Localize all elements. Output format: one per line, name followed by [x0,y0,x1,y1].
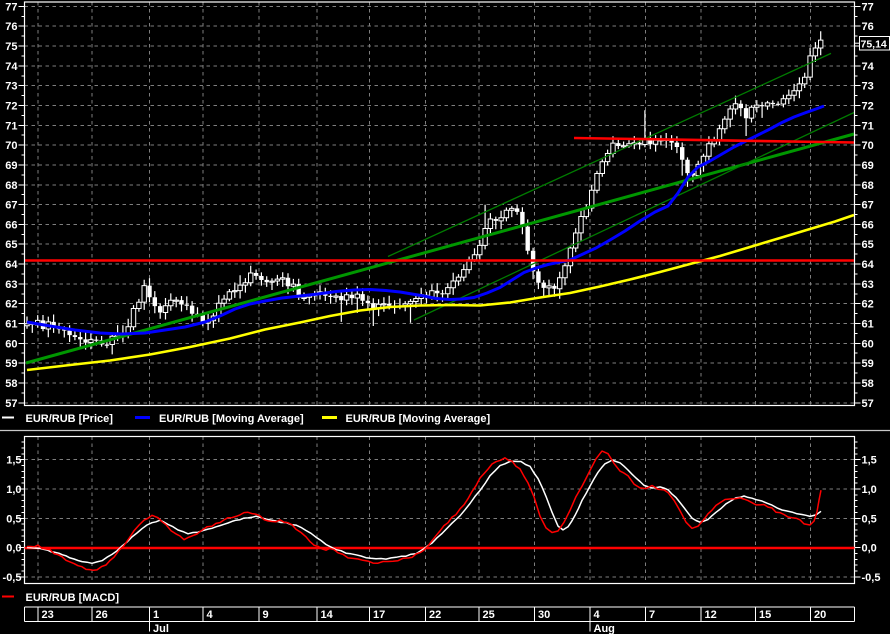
svg-text:68: 68 [5,180,17,192]
svg-text:0,0: 0,0 [6,543,21,555]
svg-text:0,0: 0,0 [862,543,877,555]
svg-text:65: 65 [862,239,874,251]
svg-text:67: 67 [5,200,17,212]
svg-text:64: 64 [5,259,18,271]
svg-text:1,0: 1,0 [862,484,877,496]
svg-text:15: 15 [759,609,771,621]
svg-text:1: 1 [153,609,159,621]
svg-text:77: 77 [862,1,874,13]
svg-text:75: 75 [5,41,17,53]
svg-text:70: 70 [862,140,874,152]
svg-text:58: 58 [862,378,874,390]
svg-text:12: 12 [705,609,717,621]
svg-text:69: 69 [5,160,17,172]
svg-text:65: 65 [5,239,17,251]
svg-text:-0,5: -0,5 [3,572,22,584]
svg-text:62: 62 [5,299,17,311]
svg-text:1,5: 1,5 [862,455,877,467]
svg-text:76: 76 [5,21,17,33]
svg-text:66: 66 [862,219,874,231]
svg-text:9: 9 [263,609,269,621]
svg-text:59: 59 [5,358,17,370]
svg-text:17: 17 [373,609,385,621]
svg-text:14: 14 [321,609,334,621]
svg-text:62: 62 [862,299,874,311]
svg-text:63: 63 [862,279,874,291]
svg-text:71: 71 [5,120,17,132]
svg-text:72: 72 [862,101,874,113]
svg-text:0,5: 0,5 [862,513,877,525]
svg-text:67: 67 [862,200,874,212]
svg-text:73: 73 [5,81,17,93]
svg-text:63: 63 [5,279,17,291]
svg-text:69: 69 [862,160,874,172]
svg-text:EUR/RUB [Price]: EUR/RUB [Price] [26,413,114,425]
svg-text:64: 64 [862,259,875,271]
svg-text:70: 70 [5,140,17,152]
svg-text:1,5: 1,5 [6,455,21,467]
svg-text:Aug: Aug [594,623,615,634]
svg-text:57: 57 [5,398,17,410]
svg-text:25: 25 [483,609,495,621]
svg-text:73: 73 [862,81,874,93]
svg-text:EUR/RUB [Moving Average]: EUR/RUB [Moving Average] [159,413,304,425]
svg-text:61: 61 [5,319,17,331]
svg-text:EUR/RUB [Moving Average]: EUR/RUB [Moving Average] [346,413,491,425]
svg-text:76: 76 [862,21,874,33]
svg-text:30: 30 [538,609,550,621]
svg-text:-0,5: -0,5 [862,572,881,584]
svg-text:58: 58 [5,378,17,390]
svg-text:74: 74 [862,61,875,73]
svg-text:4: 4 [207,609,214,621]
svg-text:77: 77 [5,1,17,13]
svg-text:60: 60 [5,338,17,350]
svg-text:60: 60 [862,338,874,350]
svg-text:75,14: 75,14 [861,39,887,51]
svg-text:EUR/RUB [MACD]: EUR/RUB [MACD] [26,592,120,604]
svg-text:1,0: 1,0 [6,484,21,496]
svg-text:68: 68 [862,180,874,192]
svg-text:57: 57 [862,398,874,410]
svg-text:4: 4 [594,609,601,621]
svg-text:0,5: 0,5 [6,513,21,525]
svg-text:26: 26 [96,609,108,621]
svg-text:61: 61 [862,319,874,331]
svg-text:22: 22 [429,609,441,621]
svg-text:23: 23 [42,609,54,621]
svg-text:66: 66 [5,219,17,231]
svg-text:71: 71 [862,120,874,132]
svg-text:72: 72 [5,101,17,113]
svg-text:20: 20 [814,609,826,621]
svg-text:7: 7 [649,609,655,621]
svg-text:Jul: Jul [153,623,169,634]
svg-text:59: 59 [862,358,874,370]
svg-text:74: 74 [5,61,18,73]
